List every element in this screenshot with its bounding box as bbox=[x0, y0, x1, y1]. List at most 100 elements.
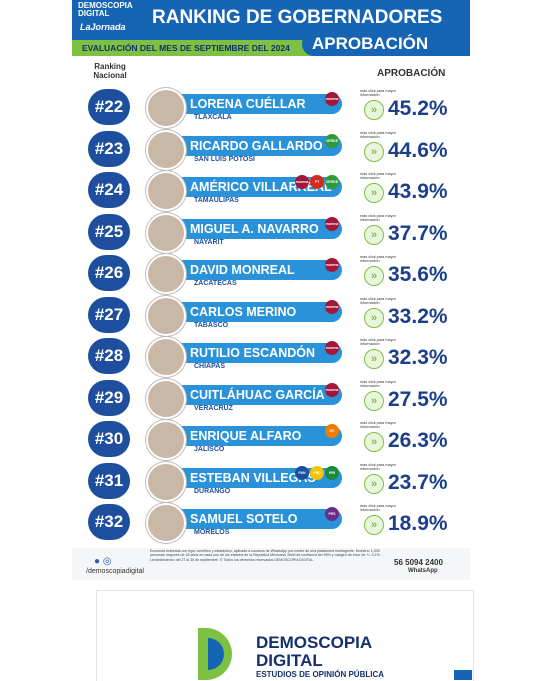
party-logo: morena bbox=[295, 175, 309, 189]
party-logo: morena bbox=[325, 382, 339, 397]
state-strip bbox=[182, 280, 332, 289]
state: NAYARIT bbox=[194, 238, 224, 246]
photo bbox=[146, 254, 186, 294]
rank-badge: #28 bbox=[88, 338, 130, 374]
rank-badge: #26 bbox=[88, 255, 130, 291]
name: RICARDO GALLARDO bbox=[190, 138, 323, 153]
logo-line2: DIGITAL bbox=[256, 651, 323, 670]
state: CHIAPAS bbox=[194, 363, 225, 370]
state-strip bbox=[182, 197, 332, 206]
partner: LaJornada bbox=[80, 22, 126, 32]
rank-badge: #32 bbox=[88, 504, 130, 540]
state: DURANGO bbox=[194, 487, 231, 495]
rank-badge: #23 bbox=[88, 130, 130, 167]
name: SAMUEL SOTELO bbox=[190, 512, 298, 526]
party-logo: PES bbox=[325, 507, 339, 521]
party-logo: morena bbox=[325, 258, 339, 272]
party-logo: morena bbox=[325, 299, 339, 314]
name: RUTILIO ESCANDÓN bbox=[190, 346, 315, 360]
check-icon: » bbox=[364, 307, 384, 328]
check-icon: » bbox=[364, 349, 384, 369]
check-icon: » bbox=[364, 224, 384, 245]
state-strip bbox=[182, 321, 332, 331]
photo bbox=[146, 88, 186, 128]
subtitle: EVALUACIÓN DEL MES DE SEPTIEMBRE DEL 202… bbox=[82, 43, 290, 53]
state: VERACRUZ bbox=[194, 404, 233, 412]
row-bar bbox=[154, 426, 342, 446]
name: ESTEBAN VILLEGAS bbox=[190, 470, 316, 485]
approval: 18.9% bbox=[388, 512, 448, 535]
state: TLAXCALA bbox=[194, 114, 232, 121]
state-strip bbox=[182, 487, 332, 497]
state: ZACATECAS bbox=[194, 280, 237, 287]
row-bar bbox=[154, 260, 342, 280]
state-strip bbox=[182, 155, 332, 165]
state-strip bbox=[182, 238, 332, 248]
party-logo: morena bbox=[325, 216, 339, 231]
name: LORENA CUÉLLAR bbox=[190, 97, 306, 111]
state: TABASCO bbox=[194, 321, 229, 329]
row-bar bbox=[154, 301, 342, 322]
check-icon: » bbox=[364, 100, 384, 120]
approval: 35.6% bbox=[388, 263, 448, 286]
brand: DEMOSCOPIA DIGITAL bbox=[78, 1, 133, 18]
row-bar bbox=[154, 384, 342, 405]
rank-badge: #24 bbox=[88, 172, 130, 208]
rank-badge: #29 bbox=[88, 379, 130, 416]
approval: 26.3% bbox=[388, 429, 448, 452]
photo bbox=[146, 503, 186, 543]
disclaimer: Encuesta realizada con rigor científico … bbox=[150, 549, 381, 562]
click-hint: más click para mayor información bbox=[360, 504, 396, 512]
approval: 27.5% bbox=[388, 387, 448, 411]
state-strip bbox=[182, 114, 332, 123]
state: MORELOS bbox=[194, 529, 230, 536]
rank-badge: #31 bbox=[88, 462, 130, 499]
photo bbox=[146, 461, 186, 502]
state-strip bbox=[182, 446, 332, 455]
state: SAN LUIS POTOSÍ bbox=[194, 155, 255, 163]
click-hint: más click para mayor información bbox=[360, 213, 396, 222]
footer-band bbox=[72, 548, 470, 580]
social-icons: ● ◎ bbox=[94, 556, 112, 567]
approval: 37.7% bbox=[388, 221, 448, 245]
state-strip bbox=[182, 529, 332, 538]
photo bbox=[146, 295, 186, 336]
check-icon: » bbox=[364, 266, 384, 286]
click-hint: más click para mayor información bbox=[360, 462, 396, 471]
phone-label: WhatsApp bbox=[408, 568, 438, 574]
photo bbox=[146, 337, 186, 377]
photo bbox=[146, 129, 186, 170]
row-bar bbox=[154, 509, 342, 529]
click-hint: más click para mayor información bbox=[360, 130, 396, 139]
logo-tagline: ESTUDIOS DE OPINIÓN PÚBLICA bbox=[256, 670, 385, 679]
click-hint: más click para mayor información bbox=[360, 338, 396, 346]
party-logo: morena bbox=[325, 92, 339, 106]
approval: 23.7% bbox=[388, 470, 448, 494]
rank-badge: #22 bbox=[88, 89, 130, 125]
photo bbox=[146, 420, 186, 460]
name: MIGUEL A. NAVARRO bbox=[190, 221, 319, 236]
party-logo: PRD bbox=[310, 465, 324, 480]
check-icon: » bbox=[364, 432, 384, 452]
phone: 56 5094 2400 bbox=[394, 558, 443, 567]
rank-badge: #25 bbox=[88, 213, 130, 250]
row-bar bbox=[154, 218, 342, 239]
title: RANKING DE GOBERNADORES bbox=[152, 7, 443, 28]
check-icon: » bbox=[364, 390, 384, 411]
infographic: DEMOSCOPIA DIGITAL LaJornada RANKING DE … bbox=[72, 0, 470, 580]
click-hint: más click para mayor información bbox=[360, 379, 396, 388]
row-bar bbox=[154, 135, 342, 156]
rank-badge: #30 bbox=[88, 421, 130, 457]
rank-header: Ranking Nacional bbox=[93, 62, 127, 80]
name: ENRIQUE ALFARO bbox=[190, 429, 302, 443]
click-hint: más click para mayor información bbox=[360, 172, 396, 180]
name: CARLOS MERINO bbox=[190, 304, 297, 319]
click-hint: más click para mayor información bbox=[360, 296, 396, 305]
party-logo: PAN bbox=[295, 465, 309, 480]
approval: 32.3% bbox=[388, 346, 448, 369]
check-icon: » bbox=[364, 183, 384, 203]
check-icon: » bbox=[364, 141, 384, 162]
row-bar bbox=[154, 94, 342, 114]
click-hint: más click para mayor información bbox=[360, 89, 396, 97]
